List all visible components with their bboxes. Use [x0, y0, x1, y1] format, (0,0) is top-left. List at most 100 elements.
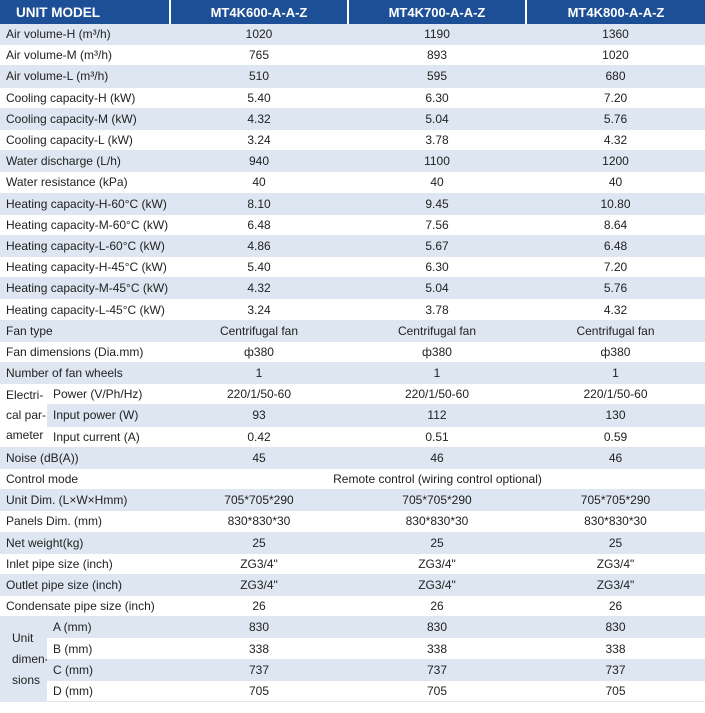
row-label: Control mode: [0, 468, 170, 491]
cell-value: 1: [348, 362, 526, 385]
cell-value: 705: [526, 680, 705, 703]
cell-value: 5.76: [526, 277, 705, 300]
cell-value: 830*830*30: [170, 510, 348, 533]
cell-value: 112: [348, 404, 526, 427]
cell-value: ф380: [526, 341, 705, 364]
cell-value: 338: [170, 637, 348, 660]
table-row: Outlet pipe size (inch) ZG3/4" ZG3/4" ZG3/4…: [0, 574, 705, 597]
table-row: Control mode Remote control (wiring contr…: [0, 468, 705, 491]
cell-value: 680: [526, 65, 705, 88]
cell-value: 7.56: [348, 214, 526, 236]
row-label: Input power (W): [47, 404, 170, 427]
row-label: Noise (dB(A)): [0, 447, 170, 469]
cell-value: 510: [170, 65, 348, 88]
cell-value: 5.40: [170, 256, 348, 279]
row-label: Condensate pipe size (inch): [0, 595, 170, 618]
cell-value: 4.86: [170, 235, 348, 258]
table-row: B (mm) 338 338 338: [0, 637, 705, 660]
row-label: Unit Dim. (L×W×Hmm): [0, 489, 170, 512]
cell-value: 220/1/50-60: [348, 383, 526, 406]
cell-value: 93: [170, 404, 348, 427]
cell-value: 3.78: [348, 129, 526, 152]
cell-value: Centrifugal fan: [170, 320, 348, 342]
cell-value: 26: [526, 595, 705, 618]
cell-value: 6.48: [170, 214, 348, 236]
cell-value: 0.51: [348, 426, 526, 448]
table-row: Cooling capacity-M (kW) 4.32 5.04 5.76: [0, 108, 705, 130]
cell-value: 8.64: [526, 214, 705, 236]
cell-value: 737: [170, 659, 348, 681]
cell-value: 1: [526, 362, 705, 385]
cell-value: Centrifugal fan: [348, 320, 526, 342]
cell-value: 830: [170, 616, 348, 639]
cell-value: Remote control (wiring control optional): [170, 468, 705, 491]
row-label: Net weight(kg): [0, 532, 170, 554]
cell-value: 5.04: [348, 277, 526, 300]
cell-value: 7.20: [526, 256, 705, 279]
cell-value: 4.32: [170, 108, 348, 130]
table-row: Number of fan wheels 1 1 1: [0, 362, 705, 385]
table-row: Unit Dim. (L×W×Hmm) 705*705*290 705*705*29…: [0, 489, 705, 512]
row-label: Fan dimensions (Dia.mm): [0, 341, 170, 364]
table-row: Air volume-M (m³/h) 765 893 1020: [0, 44, 705, 67]
cell-value: 765: [170, 44, 348, 67]
row-label: Air volume-H (m³/h): [0, 24, 170, 46]
row-label: Heating capacity-M-45°C (kW): [0, 277, 170, 300]
cell-value: ZG3/4": [170, 574, 348, 597]
table-row: Inlet pipe size (inch) ZG3/4" ZG3/4" ZG3/4": [0, 553, 705, 575]
row-label: Panels Dim. (mm): [0, 510, 170, 533]
cell-value: 705*705*290: [526, 489, 705, 512]
table-row: Input current (A) 0.42 0.51 0.59: [0, 426, 705, 448]
cell-value: 6.48: [526, 235, 705, 258]
cell-value: 45: [170, 447, 348, 469]
cell-value: ZG3/4": [170, 553, 348, 575]
cell-value: 220/1/50-60: [526, 383, 705, 406]
row-label: D (mm): [47, 680, 170, 703]
cell-value: 1020: [526, 44, 705, 67]
row-label: Heating capacity-H-45°C (kW): [0, 256, 170, 279]
table-row: D (mm) 705 705 705: [0, 680, 705, 703]
cell-value: 5.76: [526, 108, 705, 130]
table-row: Air volume-H (m³/h) 1020 1190 1360: [0, 24, 705, 46]
table-row: Condensate pipe size (inch) 26 26 26: [0, 595, 705, 618]
row-label: Number of fan wheels: [0, 362, 170, 385]
cell-value: 3.78: [348, 298, 526, 321]
cell-value: 40: [170, 171, 348, 194]
table-row: Heating capacity-M-45°C (kW) 4.32 5.04 5.76: [0, 277, 705, 300]
cell-value: 338: [526, 637, 705, 660]
cell-value: 1020: [170, 24, 348, 46]
cell-value: 25: [526, 532, 705, 554]
cell-value: 40: [526, 171, 705, 194]
table-row: Heating capacity-H-45°C (kW) 5.40 6.30 7.20: [0, 256, 705, 279]
row-label: Water discharge (L/h): [0, 150, 170, 173]
cell-value: 46: [348, 447, 526, 469]
cell-value: 5.40: [170, 87, 348, 109]
row-label: Inlet pipe size (inch): [0, 553, 170, 575]
cell-value: 7.20: [526, 87, 705, 109]
cell-value: 737: [348, 659, 526, 681]
row-label: Heating capacity-L-60°C (kW): [0, 235, 170, 258]
model-header: MT4K700-A-A-Z: [348, 0, 527, 24]
cell-value: 830: [348, 616, 526, 639]
cell-value: 5.67: [348, 235, 526, 258]
cell-value: 1: [170, 362, 348, 385]
row-label: Heating capacity-H-60°C (kW): [0, 193, 170, 215]
cell-value: 1190: [348, 24, 526, 46]
row-label: Cooling capacity-L (kW): [0, 129, 170, 152]
cell-value: 595: [348, 65, 526, 88]
cell-value: 705: [348, 680, 526, 703]
cell-value: 737: [526, 659, 705, 681]
cell-value: 6.30: [348, 256, 526, 279]
row-label: A (mm): [47, 616, 170, 639]
table-row: Fan dimensions (Dia.mm) ф380 ф380 ф380: [0, 341, 705, 364]
table-row: Noise (dB(A)) 45 46 46: [0, 447, 705, 469]
table-row: Unit dimen- sions A (mm) 830 830 830: [0, 616, 705, 702]
row-label: Water resistance (kPa): [0, 171, 170, 194]
cell-value: 26: [170, 595, 348, 618]
unit-model-header: UNIT MODEL: [0, 0, 171, 24]
table-row: Fan type Centrifugal fan Centrifugal fan Ce…: [0, 320, 705, 342]
cell-value: 705*705*290: [348, 489, 526, 512]
table-row: Cooling capacity-L (kW) 3.24 3.78 4.32: [0, 129, 705, 152]
cell-value: 1200: [526, 150, 705, 173]
